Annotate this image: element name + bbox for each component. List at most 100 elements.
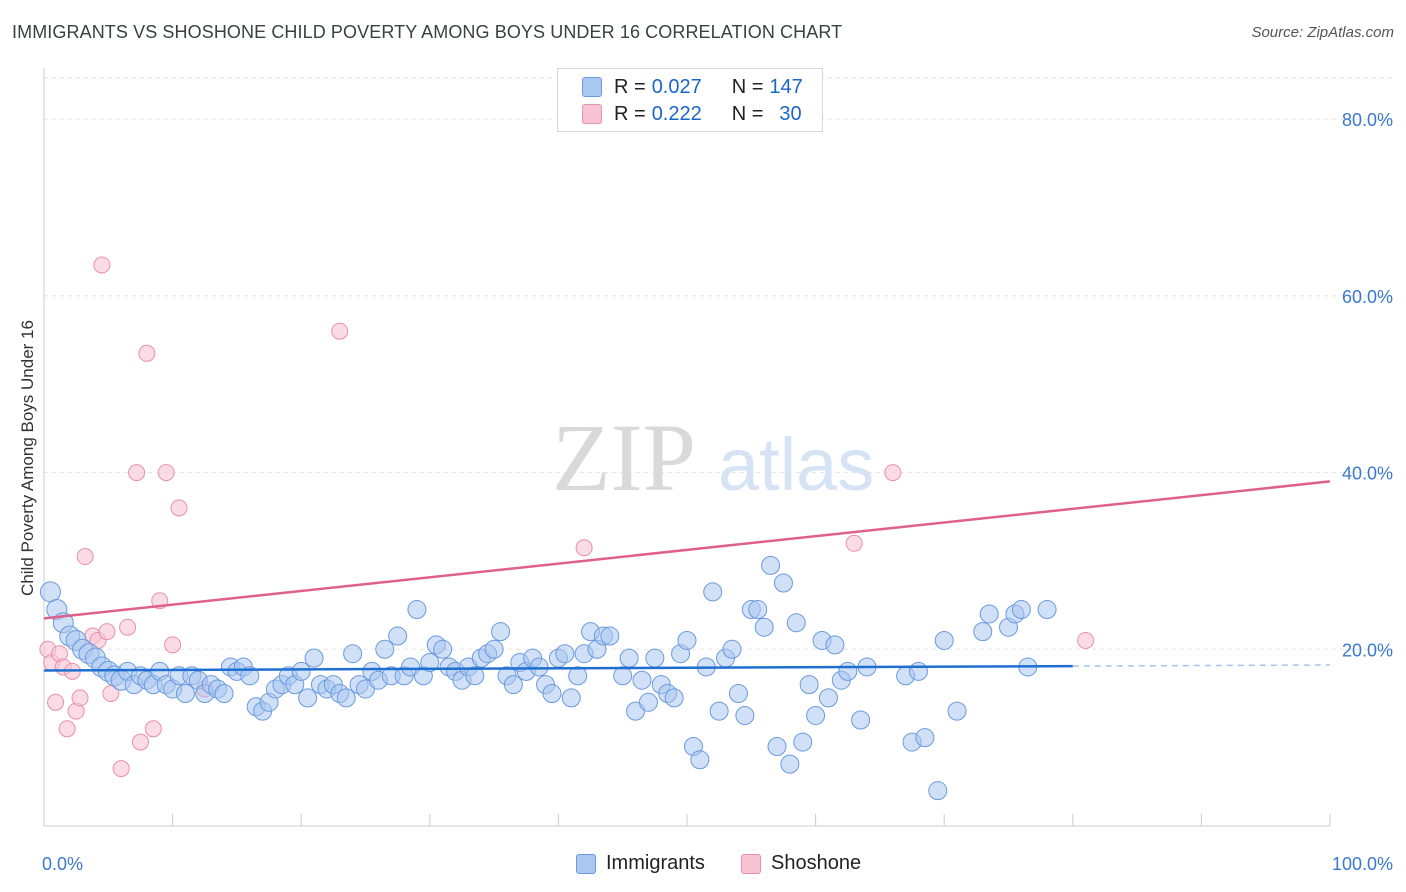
immigrants-point bbox=[433, 639, 453, 659]
immigrants-point bbox=[600, 626, 620, 646]
immigrants-swatch bbox=[576, 853, 596, 874]
y-tick-label: 80.0% bbox=[1342, 110, 1393, 130]
shoshone-point bbox=[71, 689, 89, 707]
immigrants-swatch bbox=[582, 77, 602, 97]
watermark-atlas: atlas bbox=[718, 423, 874, 506]
immigrants-point bbox=[375, 639, 395, 659]
immigrants-point bbox=[973, 622, 993, 642]
x-tick-label-max: 100.0% bbox=[1332, 854, 1393, 874]
n-value: 147 bbox=[769, 75, 803, 98]
immigrants-point bbox=[786, 613, 806, 633]
immigrants-point bbox=[1011, 600, 1031, 620]
immigrants-trend-extension bbox=[1072, 664, 1331, 667]
shoshone-point bbox=[112, 760, 130, 778]
immigrants-point bbox=[304, 648, 324, 668]
immigrants-point bbox=[291, 661, 311, 681]
immigrants-point bbox=[465, 666, 485, 686]
immigrants-point bbox=[343, 644, 363, 664]
immigrants-point bbox=[915, 728, 935, 748]
n-value: 30 bbox=[779, 102, 802, 125]
r-label: R = bbox=[614, 102, 646, 125]
immigrants-point bbox=[336, 688, 356, 708]
immigrants-point bbox=[818, 688, 838, 708]
y-tick-label: 20.0% bbox=[1342, 640, 1393, 660]
immigrants-point bbox=[767, 736, 787, 756]
shoshone-point bbox=[93, 256, 111, 274]
immigrants-point bbox=[39, 581, 61, 603]
x-tick-label-min: 0.0% bbox=[42, 854, 83, 874]
shoshone-point bbox=[157, 464, 175, 482]
shoshone-point bbox=[845, 534, 863, 552]
immigrants-point bbox=[806, 706, 826, 726]
immigrants-point bbox=[728, 683, 748, 703]
immigrants-point bbox=[1037, 600, 1057, 620]
source-label: Source: ZipAtlas.com bbox=[1251, 24, 1394, 41]
shoshone-point bbox=[331, 322, 349, 340]
y-tick-label: 60.0% bbox=[1342, 287, 1393, 307]
shoshone-point bbox=[1077, 631, 1095, 649]
shoshone-point bbox=[131, 733, 149, 751]
r-value: 0.027 bbox=[651, 75, 702, 98]
shoshone-trend-line bbox=[43, 480, 1331, 620]
immigrants-point bbox=[568, 666, 588, 686]
immigrants-point bbox=[175, 683, 195, 703]
immigrants-point bbox=[709, 701, 729, 721]
n-label: N = bbox=[731, 102, 764, 125]
immigrants-point bbox=[735, 706, 755, 726]
y-tick-label: 40.0% bbox=[1342, 464, 1393, 484]
watermark: ZIP atlas bbox=[552, 404, 874, 511]
r-label: R = bbox=[614, 75, 646, 98]
immigrants-point bbox=[934, 630, 954, 650]
immigrants-point bbox=[645, 648, 665, 668]
legend-row-immigrants: R = 0.027 N = 147 bbox=[582, 75, 803, 99]
immigrants-point bbox=[632, 670, 652, 690]
immigrants-point bbox=[722, 639, 742, 659]
immigrants-point bbox=[947, 701, 967, 721]
shoshone-point bbox=[128, 464, 146, 482]
r-value: 0.222 bbox=[651, 102, 702, 125]
immigrants-points bbox=[39, 555, 1057, 801]
legend-row-shoshone: R = 0.222 N = 30 bbox=[582, 102, 802, 126]
shoshone-point bbox=[98, 623, 116, 641]
legend-label-shoshone: Shoshone bbox=[771, 852, 862, 874]
shoshone-point bbox=[144, 720, 162, 738]
immigrants-point bbox=[793, 732, 813, 752]
immigrants-point bbox=[754, 617, 774, 637]
n-label: N = bbox=[731, 75, 764, 98]
immigrants-point bbox=[851, 710, 871, 730]
immigrants-point bbox=[484, 639, 504, 659]
shoshone-point bbox=[47, 693, 65, 711]
shoshone-point bbox=[119, 618, 137, 636]
axes bbox=[43, 68, 1331, 827]
shoshone-point bbox=[58, 720, 76, 738]
shoshone-swatch bbox=[582, 104, 602, 124]
bottom-legend-shoshone: Shoshone bbox=[741, 852, 861, 875]
legend-label-immigrants: Immigrants bbox=[606, 852, 705, 874]
immigrants-point bbox=[838, 661, 858, 681]
shoshone-point bbox=[575, 539, 593, 557]
immigrants-point bbox=[908, 661, 928, 681]
immigrants-point bbox=[407, 600, 427, 620]
immigrants-point bbox=[677, 630, 697, 650]
immigrants-point bbox=[240, 666, 260, 686]
immigrants-point bbox=[388, 626, 408, 646]
immigrants-point bbox=[619, 648, 639, 668]
immigrants-point bbox=[690, 750, 710, 770]
trend-lines bbox=[43, 480, 1331, 672]
immigrants-point bbox=[613, 666, 633, 686]
tick-labels: 20.0% 40.0% 60.0% 80.0% 0.0% 100.0% bbox=[42, 110, 1393, 874]
immigrants-point bbox=[214, 683, 234, 703]
shoshone-point bbox=[138, 344, 156, 362]
y-axis-label: Child Poverty Among Boys Under 16 bbox=[18, 320, 37, 596]
immigrants-point bbox=[773, 573, 793, 593]
shoshone-point bbox=[76, 548, 94, 566]
immigrants-point bbox=[928, 781, 948, 801]
immigrants-point bbox=[420, 653, 440, 673]
shoshone-swatch bbox=[741, 853, 761, 874]
watermark-zip: ZIP bbox=[552, 404, 696, 511]
immigrants-point bbox=[503, 675, 523, 695]
immigrants-point bbox=[638, 692, 658, 712]
immigrants-point bbox=[761, 555, 781, 575]
shoshone-point bbox=[170, 499, 188, 517]
